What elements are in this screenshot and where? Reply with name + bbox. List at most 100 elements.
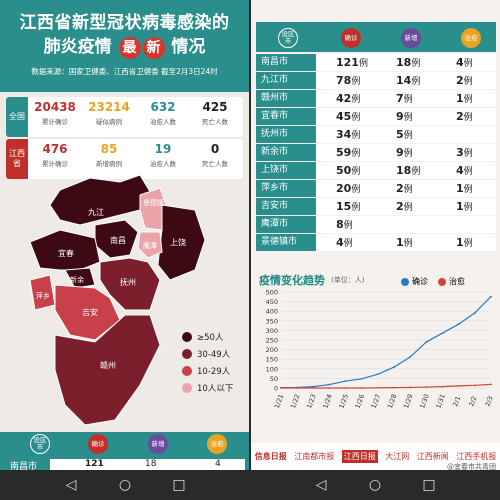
home-icon[interactable]: ○ [368, 477, 382, 493]
data-point [409, 386, 412, 389]
header-area: 设区市 [30, 434, 50, 454]
back-icon[interactable]: ◁ [65, 477, 77, 493]
table-row: 鹰潭市 8例 [256, 216, 496, 234]
row-bg [316, 162, 496, 179]
table-row: 新余市 59例 9例 3例 [256, 144, 496, 162]
map-label: 上饶 [170, 237, 186, 247]
cell-new: 9例 [396, 110, 413, 123]
recents-icon[interactable]: □ [172, 477, 186, 493]
header-cured: 治愈 [461, 28, 481, 48]
city-name: 宜春市 [256, 108, 316, 125]
city-name: 抚州市 [256, 126, 316, 143]
data-point [312, 387, 315, 389]
cell-confirmed: 42例 [336, 92, 361, 105]
cell-confirmed: 50例 [336, 164, 361, 177]
header: 江西省新型冠状病毒感染的 肺炎疫情 最新 情况 数据来源：国家卫健委、江西省卫健… [0, 0, 249, 92]
cell-confirmed: 15例 [336, 200, 361, 213]
row-bg [316, 180, 496, 197]
data-point [441, 332, 444, 334]
cell-new: 9例 [396, 146, 413, 159]
map-region-fuzhou[interactable] [99, 257, 161, 311]
table-row: 南昌市 121例 18例 4例 [256, 54, 496, 72]
cell-confirmed: 34例 [336, 128, 361, 141]
city-name: 吉安市 [256, 198, 316, 215]
data-point [377, 386, 379, 389]
x-tick-label: 1/29 [402, 393, 415, 409]
cell-confirmed: 121例 [336, 56, 368, 69]
data-point [377, 373, 379, 376]
cell-cured: 3例 [456, 146, 473, 159]
y-tick-label: 200 [266, 346, 278, 354]
back-icon[interactable]: ◁ [315, 477, 327, 493]
table-header: 设区市 确诊 新增 治愈 [256, 22, 496, 52]
cell-new: 2例 [396, 200, 413, 213]
y-tick-label: 500 [266, 289, 278, 297]
map-region-jiujiang[interactable] [49, 174, 153, 226]
jiangxi-map: 九江 南昌 景德镇 上饶 鹰潭 宜春 新余 萍乡 抚州 吉安 赣州 [29, 174, 206, 426]
map-region-xinyu[interactable] [64, 267, 96, 289]
y-tick-label: 0 [274, 385, 278, 393]
map-label: 萍乡 [36, 291, 50, 300]
y-tick-label: 150 [266, 356, 278, 364]
map-region-jian[interactable] [54, 284, 121, 341]
map-region-shangrao[interactable] [157, 204, 206, 281]
province-stats: 江西省 476 累计确诊 85 新增病例 19 治愈人数 0 死亡人数 [6, 139, 243, 179]
header-new: 新增 [148, 434, 168, 454]
x-tick-label: 1/25 [337, 393, 350, 409]
map-label: 南昌 [110, 235, 126, 245]
header-new: 新增 [401, 28, 421, 48]
cell-new: 14例 [396, 74, 421, 87]
map-label: 赣州 [100, 360, 116, 370]
cell-new: 18例 [396, 164, 421, 177]
city-name: 南昌市 [256, 54, 316, 71]
footer-logo: 江南都市报 [294, 452, 335, 461]
province-stat: 0 死亡人数 [202, 142, 228, 168]
cell-new: 5例 [396, 128, 413, 141]
y-tick-label: 300 [266, 327, 278, 335]
data-point [490, 383, 492, 386]
row-bg [316, 216, 496, 233]
x-tick-label: 1/22 [289, 393, 302, 409]
legend-confirmed: 确诊 [401, 276, 428, 287]
x-tick-label: 1/21 [273, 393, 286, 409]
cell-cured: 1例 [456, 92, 473, 105]
header-confirmed: 确诊 [341, 28, 361, 48]
map-region-ganzhou[interactable] [54, 314, 161, 426]
city-name: 景德镇市 [256, 234, 316, 251]
y-tick-label: 400 [266, 308, 278, 316]
province-label: 江西省 [6, 139, 28, 179]
x-tick-label: 1/26 [354, 393, 367, 409]
footer-logo: 江西日报 [341, 450, 378, 463]
media-footer: 信息日报 江南都市报 江西日报 大江网 江西新闻 江西手机报 [251, 443, 500, 470]
row-bg [316, 126, 496, 143]
right-panel: 设区市 确诊 新增 治愈 南昌市 121例 18例 4例 九江市 78例 14例 2例 赣州市 4… [251, 0, 500, 470]
legend-cured: 治愈 [438, 276, 465, 287]
recents-icon[interactable]: □ [422, 477, 436, 493]
city-name: 鹰潭市 [256, 216, 316, 233]
row-bg [316, 144, 496, 161]
map-region-yingtan[interactable] [137, 231, 163, 259]
y-tick-label: 350 [266, 317, 278, 325]
title-part-a: 肺炎疫情 [43, 37, 112, 57]
cell-new: 2例 [396, 182, 413, 195]
cell-confirmed: 4例 [336, 236, 353, 249]
map-label: 新余 [70, 275, 84, 284]
title-line2: 肺炎疫情 最新 情况 [0, 32, 249, 59]
province-stat: 19 治愈人数 [150, 142, 176, 168]
data-point [457, 384, 460, 387]
cell-cured: 4例 [456, 164, 473, 177]
data-point [425, 341, 428, 343]
y-tick-label: 50 [270, 375, 278, 383]
home-icon[interactable]: ○ [118, 477, 132, 493]
map-label: 宜春 [58, 248, 74, 258]
table-row: 赣州市 42例 7例 1例 [256, 90, 496, 108]
y-tick-label: 100 [266, 365, 278, 373]
footer-logo: 江西新闻 [416, 452, 449, 461]
x-tick-label: 1/31 [434, 393, 447, 409]
cell-new: 18例 [396, 56, 421, 69]
map-label: 吉安 [82, 307, 98, 317]
data-point [393, 386, 395, 389]
map-region-yichun[interactable] [29, 229, 101, 271]
city-name: 新余市 [256, 144, 316, 161]
